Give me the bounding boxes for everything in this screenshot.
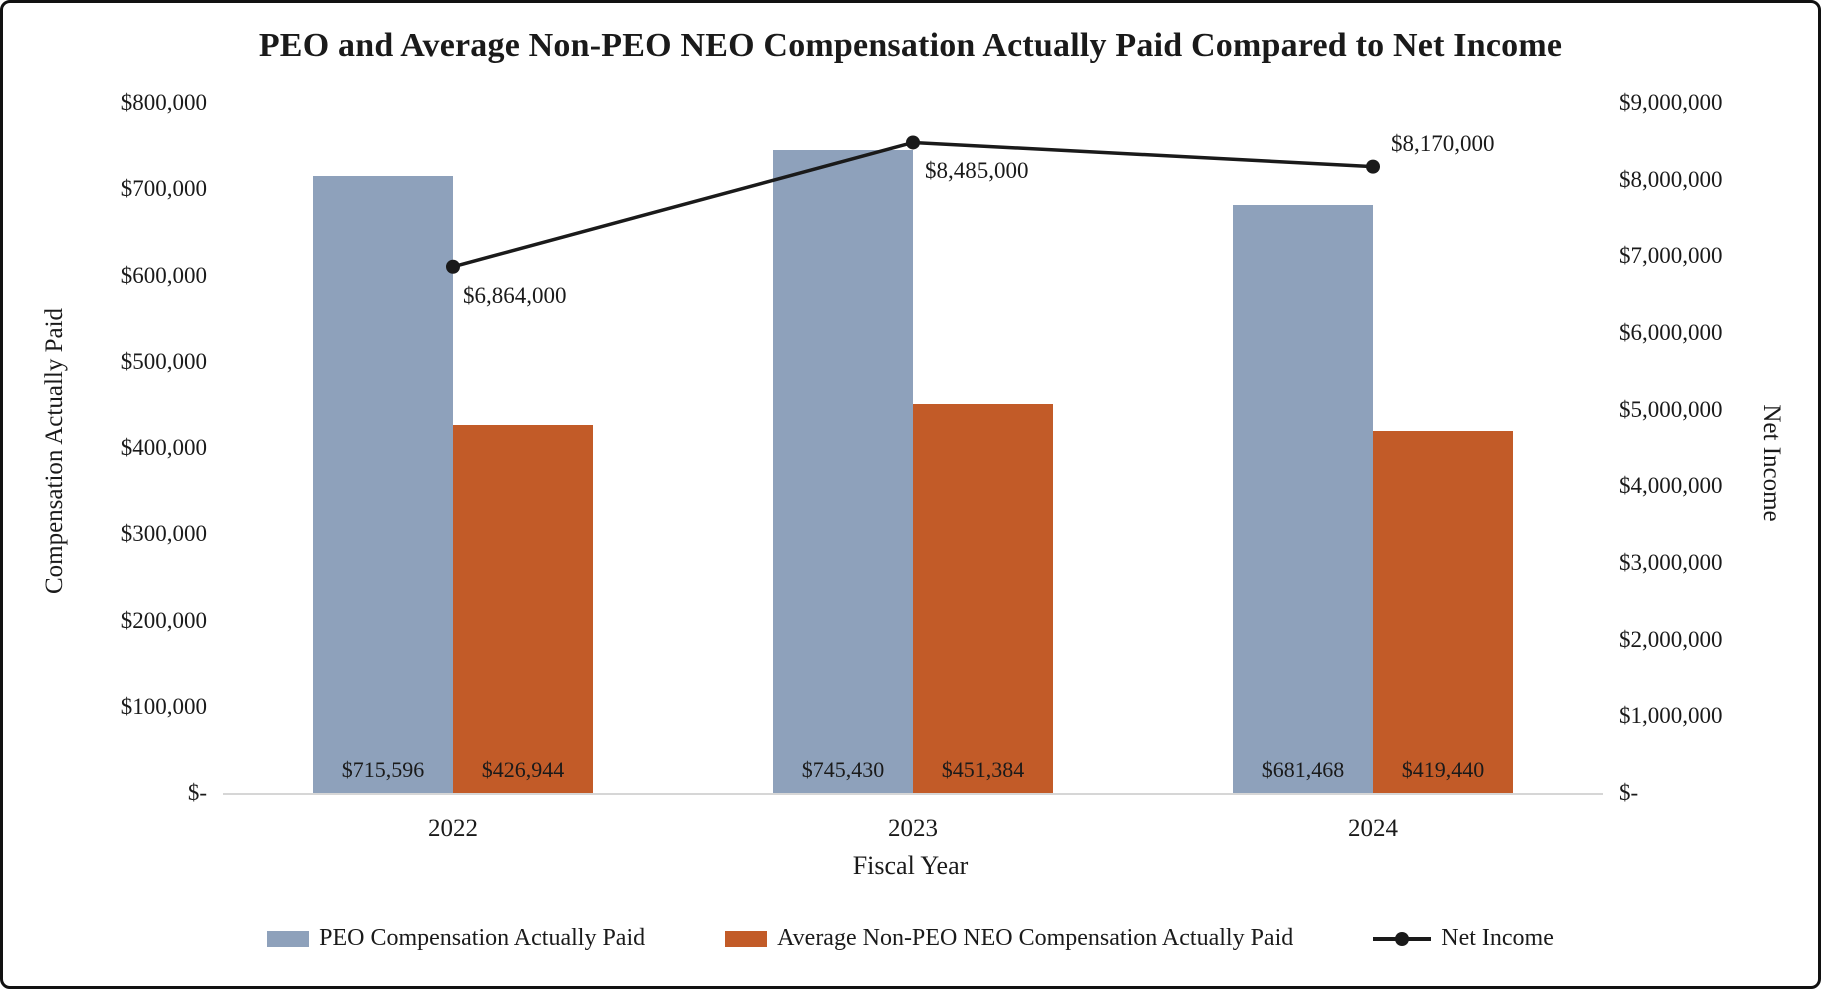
y-axis-tick-left: $600,000: [120, 262, 207, 288]
net-income-point-label: $8,485,000: [925, 158, 1029, 184]
y-axis-tick-left: $100,000: [120, 693, 207, 719]
legend-line-dot-icon: [1395, 931, 1410, 946]
bar-value-label: $426,944: [481, 757, 565, 782]
net-income-point: [906, 135, 920, 150]
y-axis-tick-right: $2,000,000: [1619, 626, 1723, 652]
y-axis-tick-left: $400,000: [120, 435, 207, 460]
bar-value-label: $745,430: [801, 757, 885, 782]
legend-swatch-non-peo: [725, 930, 768, 947]
y-axis-tick-left: $500,000: [120, 348, 207, 374]
y-axis-tick-right: $6,000,000: [1619, 320, 1723, 345]
bar-non-peo-neo: [453, 424, 593, 793]
bar-non-peo-neo: [1373, 431, 1513, 793]
y-axis-tick-right: $4,000,000: [1619, 473, 1723, 499]
y-axis-tick-right: $3,000,000: [1619, 550, 1723, 575]
x-category-label: 2022: [428, 815, 478, 842]
y-axis-tick-left: $800,000: [120, 90, 207, 115]
legend: PEO Compensation Actually Paid Average N…: [3, 925, 1818, 952]
bar-peo: [773, 150, 913, 793]
bar-non-peo-neo: [913, 403, 1053, 793]
legend-item-non-peo: Average Non-PEO NEO Compensation Actuall…: [725, 925, 1293, 952]
bar-value-label: $419,440: [1401, 757, 1485, 782]
legend-label-net-income: Net Income: [1441, 925, 1554, 951]
y-axis-tick-right: $-: [1619, 780, 1639, 805]
x-category-label: 2024: [1348, 815, 1398, 842]
y-axis-tick-right: $7,000,000: [1619, 243, 1723, 269]
bar-value-label: $451,384: [941, 757, 1025, 782]
legend-item-peo: PEO Compensation Actually Paid: [267, 925, 645, 952]
legend-label-peo: PEO Compensation Actually Paid: [319, 925, 646, 951]
chart-title: PEO and Average Non-PEO NEO Compensation…: [258, 27, 1563, 64]
bar-peo: [1233, 205, 1373, 793]
bar-value-label: $715,596: [341, 757, 425, 782]
y-axis-tick-right: $1,000,000: [1619, 703, 1723, 729]
net-income-point-label: $8,170,000: [1391, 130, 1495, 156]
bar-value-label: $681,468: [1261, 757, 1345, 782]
y-axis-tick-right: $5,000,000: [1619, 396, 1723, 422]
y-axis-tick-left: $200,000: [120, 607, 207, 633]
x-axis-title: Fiscal Year: [852, 851, 969, 880]
y-axis-tick-left: $300,000: [120, 521, 207, 547]
x-axis-line: [223, 793, 1603, 795]
y-axis-tick-right: $9,000,000: [1619, 90, 1723, 115]
legend-item-net-income: Net Income: [1373, 925, 1554, 952]
legend-label-non-peo: Average Non-PEO NEO Compensation Actuall…: [777, 925, 1294, 951]
legend-line-sample-icon: [1373, 931, 1432, 946]
x-category-label: 2023: [888, 815, 938, 842]
net-income-point: [1366, 159, 1380, 174]
y-axis-tick-left: $700,000: [120, 176, 207, 202]
y-axis-tick-right: $8,000,000: [1619, 166, 1723, 192]
y-axis-tick-left: $-: [187, 780, 207, 805]
legend-swatch-peo: [267, 930, 310, 947]
bar-peo: [313, 175, 453, 793]
net-income-point-label: $6,864,000: [463, 282, 567, 308]
